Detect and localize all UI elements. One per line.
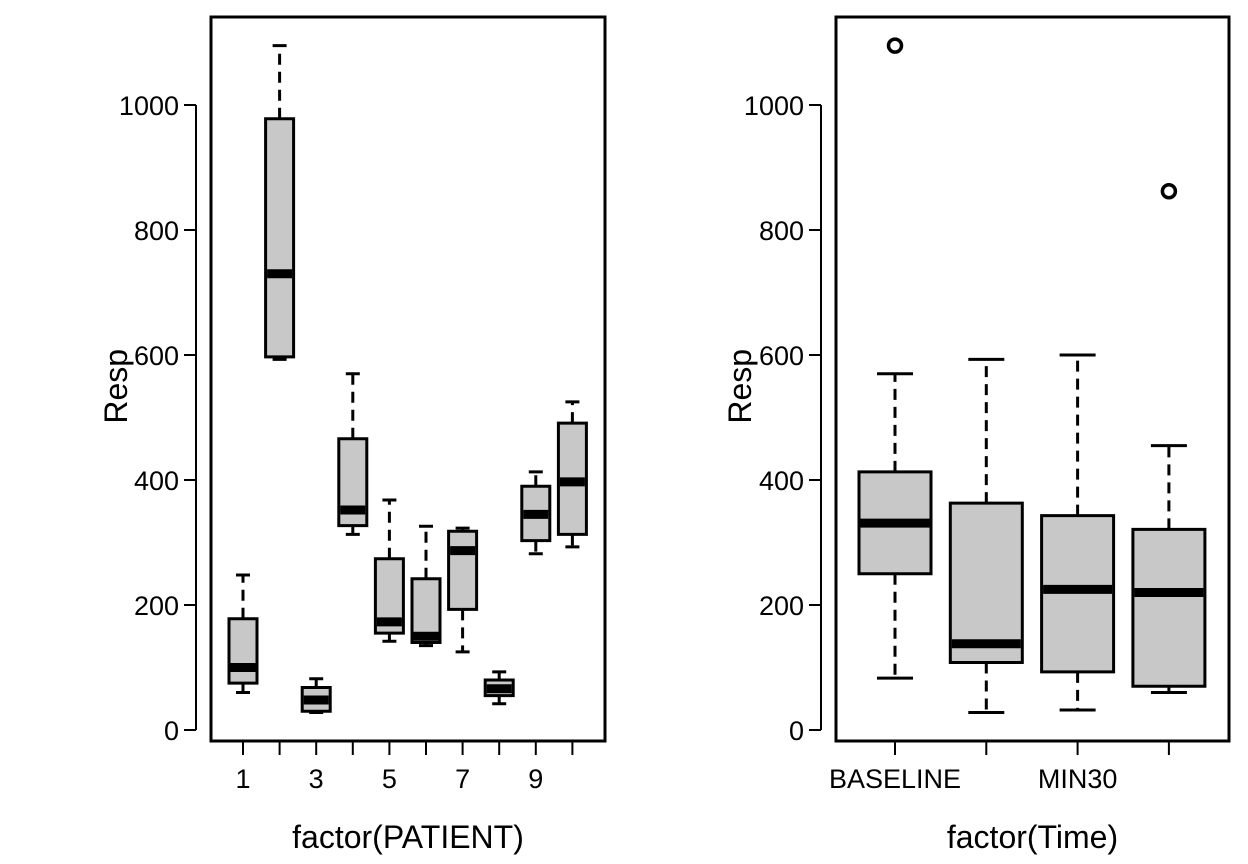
x-tick-label: MIN30 [1038, 764, 1118, 794]
box-iqr [264, 117, 296, 359]
box-iqr [227, 617, 259, 685]
x-tick-label: 3 [309, 764, 324, 794]
box-group [857, 37, 933, 680]
y-tick-label: 1000 [744, 91, 804, 121]
box-group [300, 677, 332, 714]
box-group [520, 470, 552, 556]
x-tick-label: BASELINE [829, 764, 961, 794]
box-group [447, 526, 479, 654]
y-tick-label: 400 [134, 466, 179, 496]
box-group [948, 357, 1024, 714]
box-iqr [447, 529, 479, 611]
y-axis-title: Resp [722, 349, 758, 424]
x-tick-label: 5 [382, 764, 397, 794]
y-tick-label: 0 [164, 716, 179, 746]
box-group [373, 498, 405, 643]
box-group [337, 372, 369, 536]
x-tick-label: 9 [528, 764, 543, 794]
y-axis-title: Resp [98, 349, 134, 424]
box-group [264, 44, 296, 361]
box-iqr [1131, 527, 1207, 688]
outlier-point [1160, 183, 1178, 200]
box-group [556, 400, 588, 549]
box-group [483, 670, 515, 706]
y-tick-label: 800 [134, 216, 179, 246]
box-group [410, 524, 442, 648]
y-tick-label: 200 [759, 591, 804, 621]
x-tick-label: 7 [455, 764, 470, 794]
outlier-point [886, 37, 904, 54]
box-group [1131, 183, 1207, 694]
y-tick-label: 800 [759, 216, 804, 246]
panel-time: 0 200 400 600 800 1000 BASELINE MIN30 factor(Tim… [722, 15, 1231, 855]
x-tick-label: 1 [235, 764, 250, 794]
y-tick-label: 0 [789, 716, 804, 746]
x-axis-title: factor(Time) [947, 819, 1118, 855]
box-group [1040, 353, 1116, 712]
y-tick-label: 1000 [119, 91, 179, 121]
box-iqr [948, 501, 1024, 664]
y-tick-label: 200 [134, 591, 179, 621]
y-tick-label: 600 [759, 341, 804, 371]
box-group [227, 573, 259, 694]
y-tick-label: 400 [759, 466, 804, 496]
y-tick-label: 600 [134, 341, 179, 371]
x-axis-title: factor(PATIENT) [292, 819, 524, 855]
